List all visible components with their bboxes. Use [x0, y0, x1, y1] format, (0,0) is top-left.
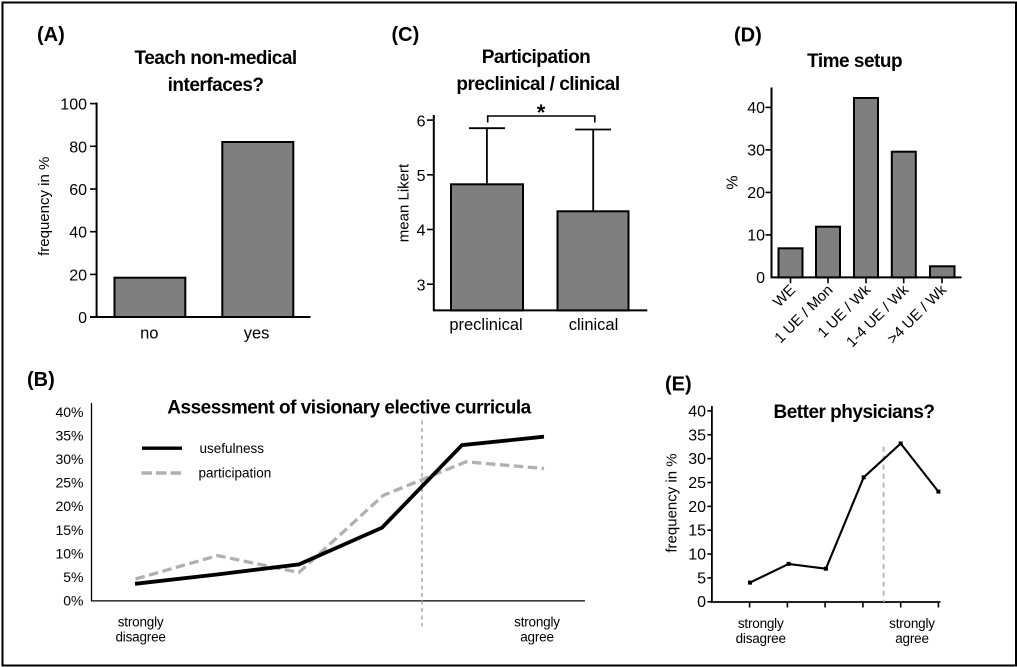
svg-text:10: 10: [747, 228, 765, 245]
svg-text:interfaces?: interfaces?: [168, 75, 264, 96]
svg-text:4: 4: [417, 223, 426, 240]
svg-text:preclinical / clinical: preclinical / clinical: [456, 74, 619, 95]
svg-text:disagree: disagree: [116, 630, 166, 645]
svg-text:strongly: strongly: [514, 615, 560, 630]
svg-text:clinical: clinical: [569, 316, 619, 334]
svg-text:25%: 25%: [55, 475, 83, 491]
svg-text:(E): (E): [665, 374, 692, 396]
svg-text:mean Likert: mean Likert: [395, 163, 412, 242]
svg-text:0: 0: [78, 310, 87, 327]
svg-text:frequency in %: frequency in %: [36, 157, 53, 256]
svg-text:agree: agree: [895, 631, 929, 646]
svg-text:5: 5: [697, 570, 706, 587]
svg-text:agree: agree: [520, 630, 554, 645]
svg-text:30: 30: [688, 451, 706, 468]
svg-text:80: 80: [69, 139, 87, 156]
svg-text:frequency in %: frequency in %: [664, 453, 681, 552]
svg-text:20: 20: [747, 185, 765, 202]
svg-text:strongly: strongly: [738, 616, 784, 631]
svg-text:%: %: [725, 175, 742, 189]
svg-text:10%: 10%: [55, 545, 83, 561]
svg-text:30%: 30%: [55, 451, 83, 467]
svg-text:*: *: [537, 100, 546, 125]
svg-text:10: 10: [688, 547, 706, 564]
svg-text:strongly: strongly: [889, 616, 935, 631]
svg-text:35: 35: [688, 427, 706, 444]
svg-text:25: 25: [688, 475, 706, 492]
svg-text:3: 3: [417, 277, 426, 294]
svg-text:0: 0: [697, 594, 706, 611]
svg-text:30: 30: [747, 143, 765, 160]
svg-text:0%: 0%: [63, 593, 83, 609]
svg-text:usefulness: usefulness: [200, 441, 265, 456]
svg-text:yes: yes: [244, 325, 270, 343]
svg-text:35%: 35%: [55, 427, 83, 443]
svg-text:Better physicians?: Better physicians?: [774, 402, 935, 423]
svg-text:preclinical: preclinical: [449, 316, 522, 334]
svg-text:Teach non-medical: Teach non-medical: [135, 48, 297, 69]
svg-text:20%: 20%: [55, 498, 83, 514]
svg-text:6: 6: [417, 113, 426, 130]
svg-text:100: 100: [60, 97, 87, 114]
svg-text:5: 5: [417, 168, 426, 185]
svg-text:disagree: disagree: [736, 631, 786, 646]
svg-text:40: 40: [688, 403, 706, 420]
svg-text:no: no: [140, 325, 158, 343]
svg-text:40: 40: [747, 100, 765, 117]
svg-text:40: 40: [69, 225, 87, 242]
svg-text:40%: 40%: [55, 404, 83, 420]
svg-text:Time setup: Time setup: [807, 51, 902, 72]
svg-text:Assessment of visionary electi: Assessment of visionary elective curricu…: [167, 398, 531, 419]
svg-text:60: 60: [69, 182, 87, 199]
svg-text:20: 20: [688, 499, 706, 516]
svg-text:0: 0: [756, 270, 765, 287]
svg-text:5%: 5%: [63, 569, 83, 585]
svg-text:15: 15: [688, 523, 706, 540]
svg-text:Participation: Participation: [482, 47, 591, 68]
svg-text:(B): (B): [27, 369, 55, 391]
svg-text:(A): (A): [37, 24, 65, 46]
svg-text:strongly: strongly: [118, 615, 164, 630]
svg-text:20: 20: [69, 267, 87, 284]
svg-text:(C): (C): [392, 24, 420, 46]
svg-text:15%: 15%: [55, 522, 83, 538]
svg-text:participation: participation: [199, 466, 272, 481]
svg-text:(D): (D): [734, 25, 762, 47]
